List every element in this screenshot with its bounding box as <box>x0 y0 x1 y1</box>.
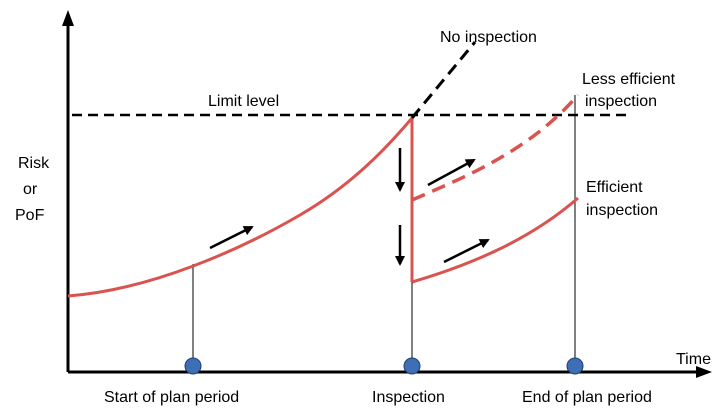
less-efficient-label-line1: Less efficient <box>582 71 676 88</box>
less-efficient-curve <box>411 93 580 202</box>
less-efficient-label-line2: inspection <box>585 93 657 110</box>
y-axis-arrowhead <box>62 10 74 26</box>
x-axis-label: Time <box>676 351 711 368</box>
inspection-marker-label: Inspection <box>372 389 445 406</box>
y-axis-label-line3: PoF <box>15 207 45 224</box>
start-marker <box>184 357 202 375</box>
y-axis-label-line2: or <box>23 181 38 198</box>
no-inspection-label: No inspection <box>440 29 537 46</box>
no-inspection-line <box>410 41 477 119</box>
end-marker <box>566 357 584 375</box>
inspection-marker <box>403 357 421 375</box>
trend-arrow-1 <box>209 225 254 250</box>
efficient-label-line2: inspection <box>586 202 658 219</box>
x-axis-arrowhead <box>696 366 712 378</box>
efficient-label-line1: Efficient <box>586 179 643 196</box>
efficient-curve <box>411 196 579 284</box>
risk-curve-before <box>67 117 414 298</box>
trend-arrow-3 <box>443 238 490 264</box>
trend-arrow-2 <box>427 158 476 187</box>
y-axis-label-line1: Risk <box>18 155 50 172</box>
end-marker-label: End of plan period <box>522 389 652 406</box>
start-marker-label: Start of plan period <box>104 389 239 406</box>
limit-level-label: Limit level <box>208 93 279 110</box>
